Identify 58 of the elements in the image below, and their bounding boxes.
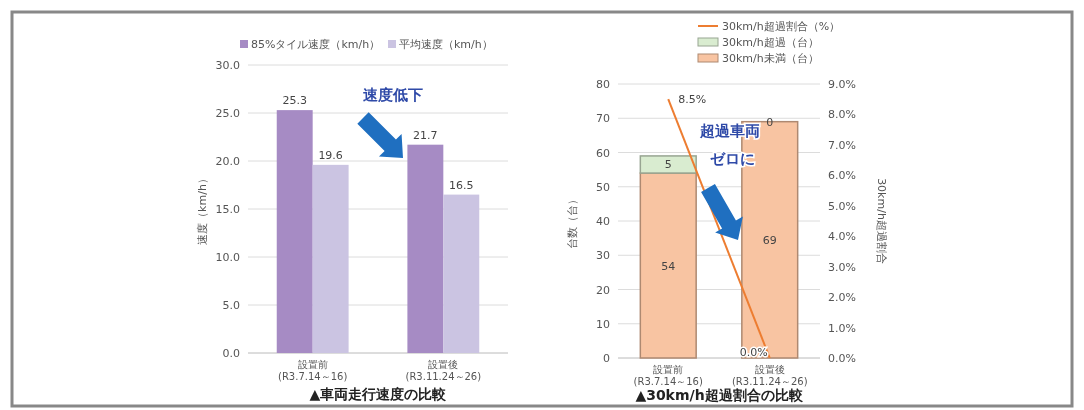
bar xyxy=(639,172,697,359)
data-label: 0.0% xyxy=(739,346,768,359)
data-label: 8.5% xyxy=(678,93,707,107)
y2-tick-label: 9.0% xyxy=(828,78,856,91)
y2-tick-label: 2.0% xyxy=(828,291,856,305)
y-tick-label: 25.0 xyxy=(215,107,240,120)
y2-tick-label: 1.0% xyxy=(828,321,856,335)
legend-label: 85%タイル速度（km/h） xyxy=(251,38,381,51)
x-tick-label: 設置前 (R3.7.14～16) xyxy=(633,364,703,387)
annotation: 速度低下 xyxy=(363,86,423,104)
y2-tick-label: 4.0% xyxy=(828,230,856,244)
data-label: 21.7 xyxy=(413,128,438,142)
y-tick-label: 5.0 xyxy=(222,299,240,312)
y-tick-label: 10.0 xyxy=(215,251,240,264)
bar xyxy=(276,110,313,353)
data-label: 19.6 xyxy=(318,148,343,162)
y-tick-label: 0 xyxy=(603,352,610,365)
y2-axis-title: 30km/h超過割合 xyxy=(875,178,888,264)
y2-tick-label: 7.0% xyxy=(828,138,856,152)
legend-label: 30km/h超過割合（%） xyxy=(722,20,841,33)
y-axis-title: 台数（台） xyxy=(566,193,579,249)
y-tick-label: 30.0 xyxy=(215,59,240,72)
data-label: 5 xyxy=(664,158,672,172)
y2-tick-label: 3.0% xyxy=(828,260,856,274)
data-label: 0 xyxy=(766,115,774,129)
text: ▲車両走行速度の比較 xyxy=(309,386,448,402)
y2-tick-label: 6.0% xyxy=(828,169,856,183)
data-label: 69 xyxy=(762,233,777,247)
bar xyxy=(312,164,349,353)
y-tick-label: 10 xyxy=(596,317,610,331)
x-tick-label: 設置前 (R3.7.14～16) xyxy=(278,359,348,382)
y-tick-label: 20 xyxy=(596,283,610,297)
bar xyxy=(639,155,697,174)
y-tick-label: 30 xyxy=(596,249,610,263)
y-tick-label: 80 xyxy=(596,78,610,91)
y-tick-label: 15.0 xyxy=(215,203,240,216)
y-tick-label: 0.0 xyxy=(222,347,240,360)
y-tick-label: 40 xyxy=(596,215,610,228)
bar xyxy=(407,144,444,353)
data-label: 25.3 xyxy=(282,94,307,108)
y-tick-label: 60 xyxy=(596,146,610,160)
y-axis-title: 速度（km/h） xyxy=(196,173,209,245)
x-tick-label: 設置後 (R3.11.24～26) xyxy=(405,359,482,382)
annotation: ゼロに xyxy=(709,150,755,168)
text: ▲30km/h超過割合の比較 xyxy=(635,387,804,403)
y-tick-label: 50 xyxy=(596,180,610,194)
legend-label: 平均速度（km/h） xyxy=(399,38,493,51)
bar xyxy=(443,194,480,353)
y2-tick-label: 0.0% xyxy=(828,352,856,365)
y-tick-label: 70 xyxy=(596,112,610,126)
y2-tick-label: 5.0% xyxy=(828,199,856,213)
data-label: 16.5 xyxy=(449,178,474,192)
legend-label: 30km/h超過（台） xyxy=(722,36,819,49)
y-tick-label: 20.0 xyxy=(215,155,240,168)
data-label: 54 xyxy=(661,259,676,273)
y2-tick-label: 8.0% xyxy=(828,108,856,122)
legend-label: 30km/h未満（台） xyxy=(722,52,819,65)
x-tick-label: 設置後 (R3.11.24～26) xyxy=(731,364,808,387)
